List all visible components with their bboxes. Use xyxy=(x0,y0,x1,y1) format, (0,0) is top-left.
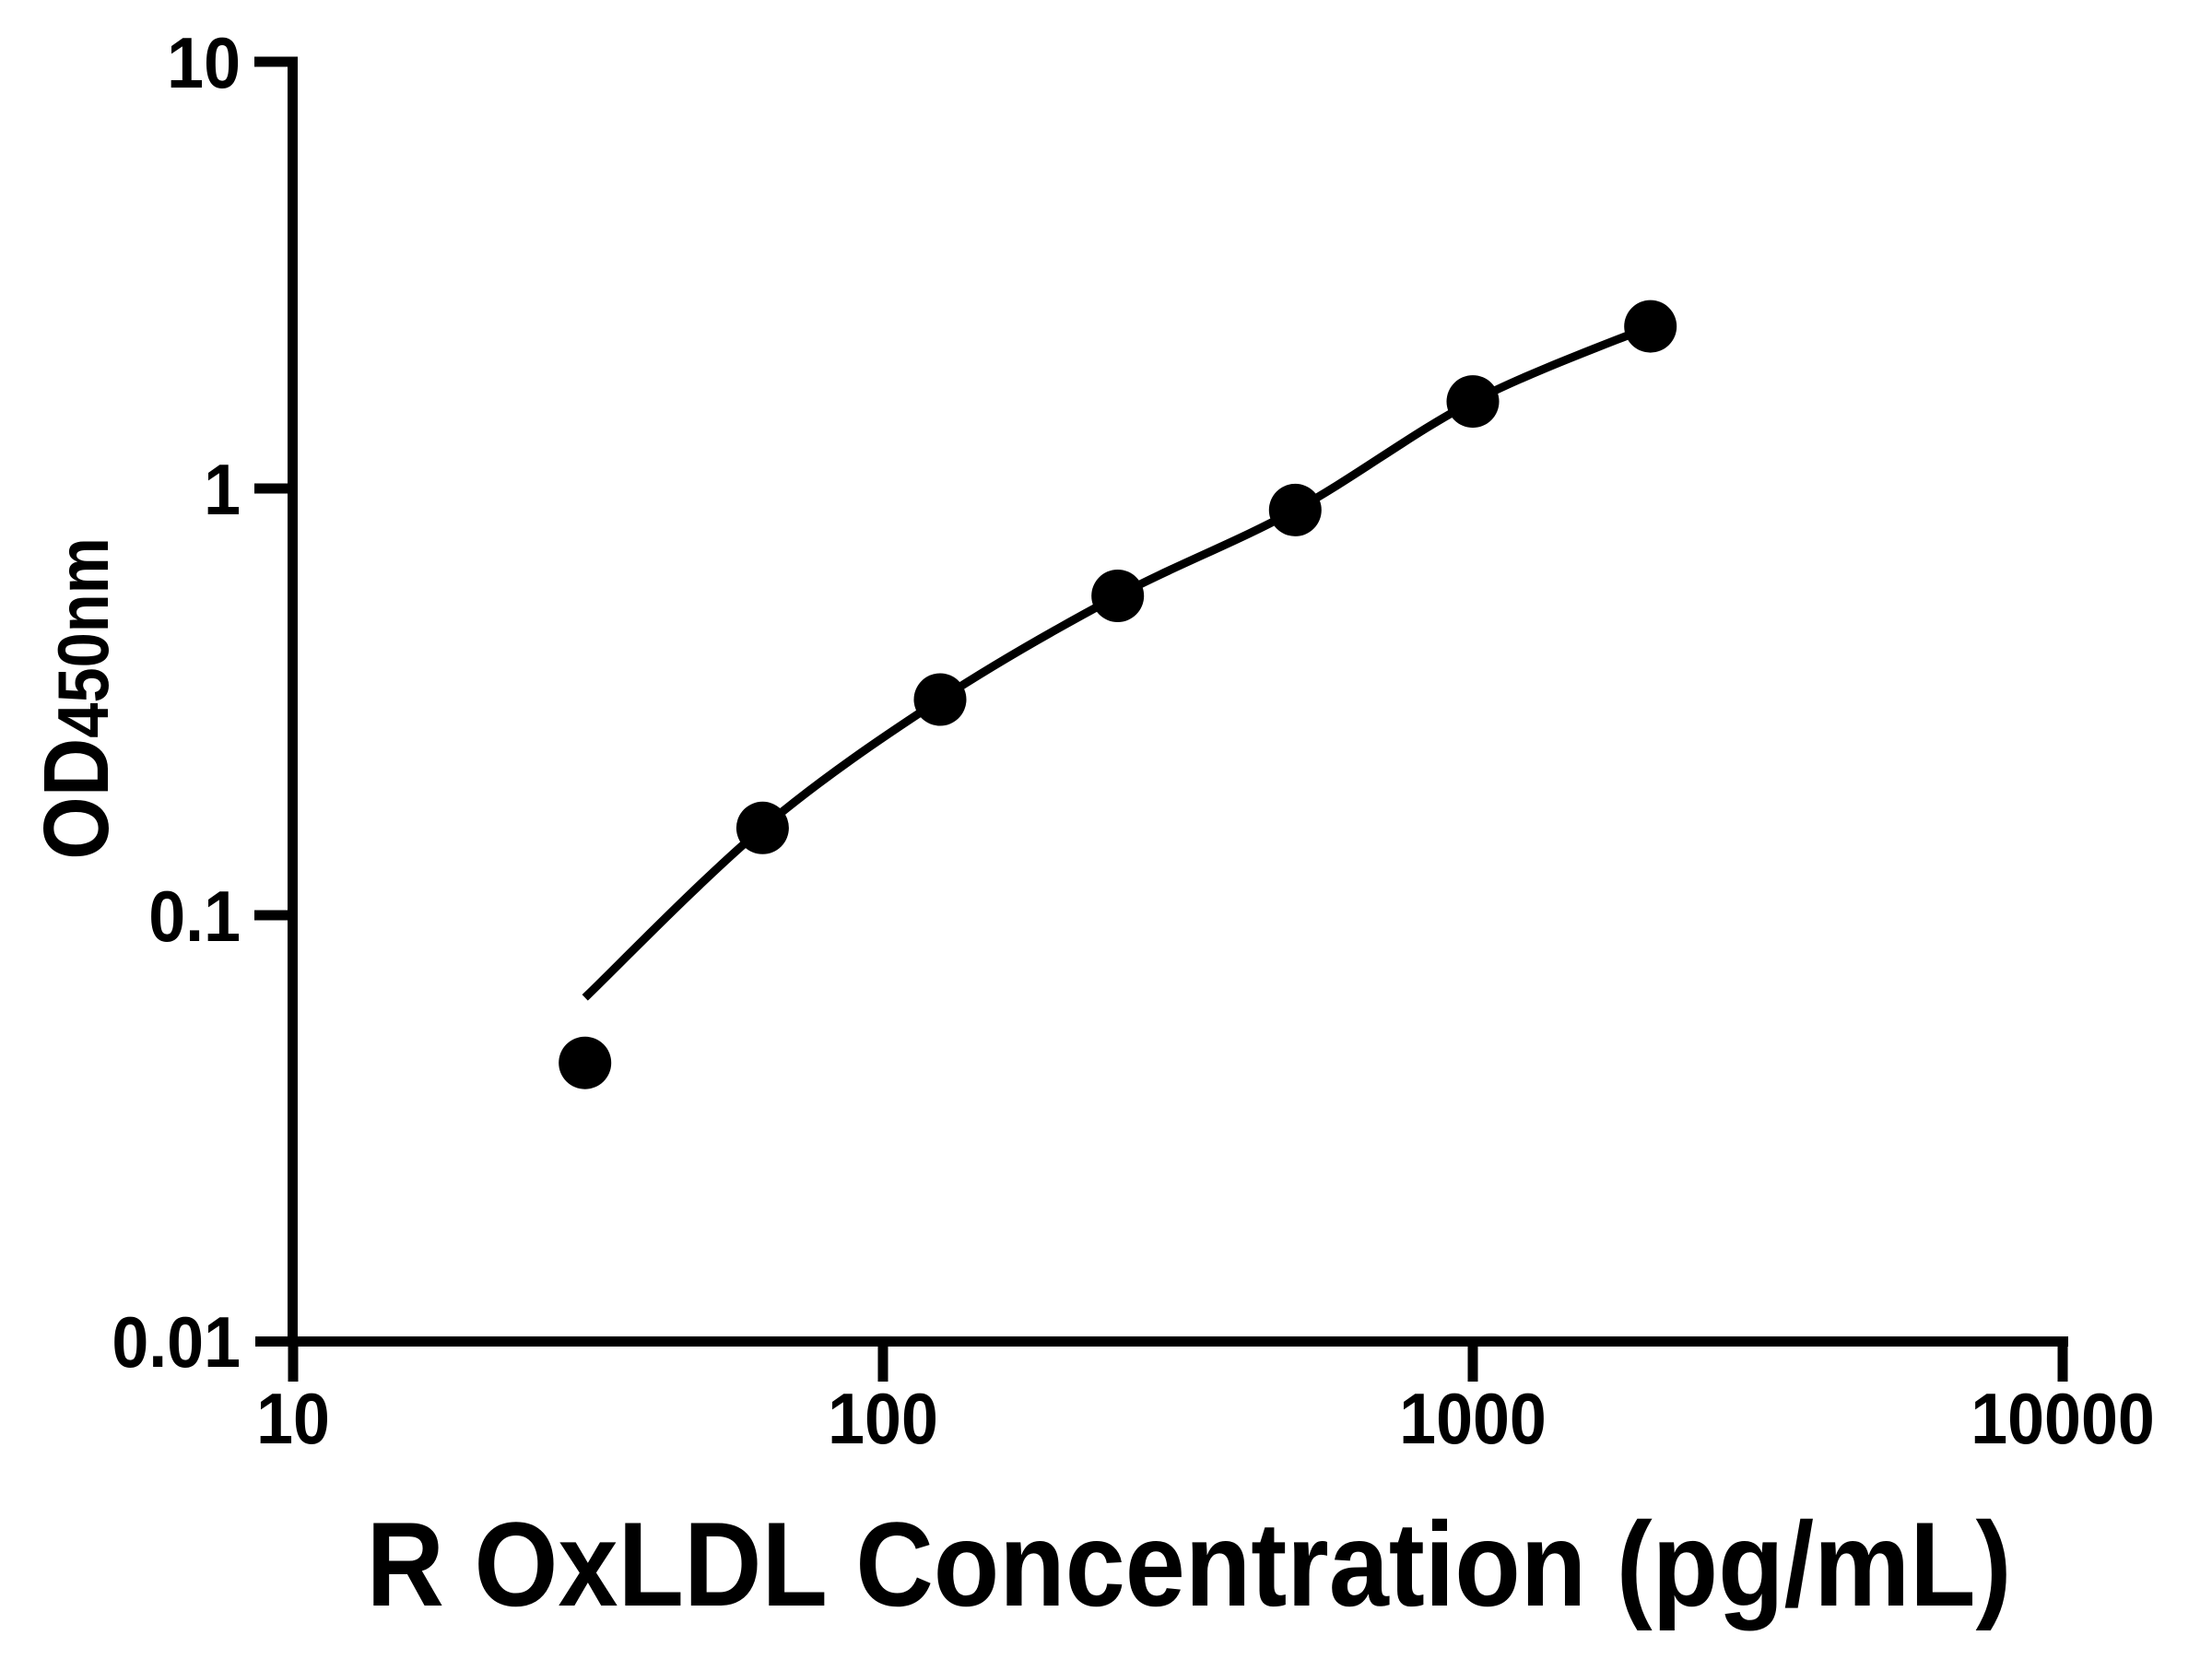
data-point xyxy=(1091,570,1145,622)
data-points xyxy=(559,300,1677,1089)
y-tick-label-10: 10 xyxy=(167,22,241,102)
y-axis-title: OD450nm xyxy=(25,537,127,859)
y-tick-labels: 10 1 0.1 0.01 xyxy=(112,22,241,1382)
y-axis-title-subscript: 450nm xyxy=(42,537,124,737)
x-axis-ticks xyxy=(288,1336,2068,1382)
data-point xyxy=(1446,375,1500,429)
x-tick-label-10: 10 xyxy=(256,1378,330,1458)
data-point xyxy=(559,1036,612,1089)
data-point xyxy=(913,673,967,726)
y-tick-label-0.01: 0.01 xyxy=(112,1301,241,1382)
data-point xyxy=(1624,300,1677,353)
axes xyxy=(255,56,2068,1347)
x-axis-title: R OxLDL Concentration (pg/mL) xyxy=(366,1498,2011,1631)
y-axis-title-main: OD xyxy=(25,738,127,860)
fit-curve xyxy=(582,322,1653,1001)
y-axis-ticks xyxy=(254,56,293,921)
x-tick-label-100: 100 xyxy=(828,1378,938,1458)
y-tick-label-0.1: 0.1 xyxy=(148,876,241,956)
data-point xyxy=(735,801,789,854)
data-point xyxy=(1268,483,1322,536)
x-tick-label-1000: 1000 xyxy=(1399,1378,1547,1458)
y-tick-label-1: 1 xyxy=(204,449,241,529)
x-tick-labels: 10 100 1000 10000 xyxy=(256,1378,2155,1458)
x-tick-label-10000: 10000 xyxy=(1971,1378,2155,1458)
